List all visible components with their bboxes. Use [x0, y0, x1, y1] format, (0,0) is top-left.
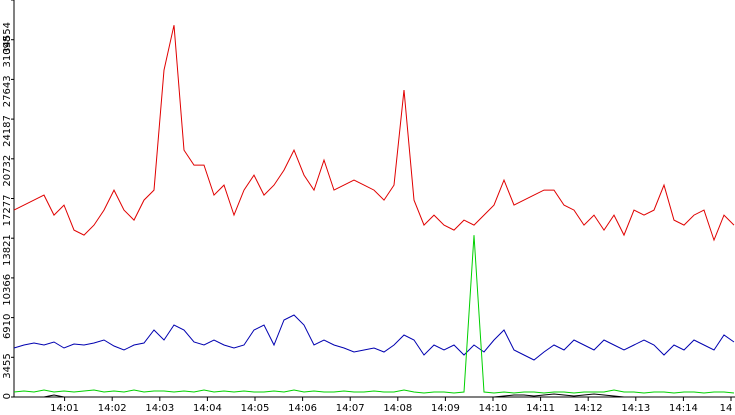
- x-tick-label: 14:08: [383, 403, 412, 414]
- x-tick-label: 14:01: [50, 403, 79, 414]
- series-line: [13, 235, 735, 394]
- series-line: [13, 25, 735, 242]
- y-tick-label: 0: [2, 393, 13, 399]
- series-line: [14, 393, 734, 398]
- x-tick-label: 14:09: [431, 403, 460, 414]
- y-tick-label: 24187: [2, 115, 13, 147]
- y-tick-label: 34554: [2, 22, 13, 54]
- x-tick-label: 14:02: [98, 403, 127, 414]
- y-tick-label: 27643: [2, 75, 13, 107]
- x-tick-label: 14:12: [574, 403, 603, 414]
- x-tick-label: 14:03: [145, 403, 174, 414]
- x-tick-label: 14:14: [669, 403, 698, 414]
- x-tick-label: 14:10: [479, 403, 508, 414]
- x-tick-label: 14:13: [621, 403, 650, 414]
- y-tick-label: 13821: [2, 234, 13, 266]
- x-tick-label: 14:07: [336, 403, 365, 414]
- y-tick-label: 17277: [2, 195, 13, 227]
- x-tick-label: 14:11: [526, 403, 555, 414]
- x-tick-label: 14:04: [193, 403, 222, 414]
- y-tick-label: 31098: [2, 36, 13, 68]
- y-tick-label: 10366: [2, 274, 13, 306]
- y-tick-label: 3455: [2, 353, 13, 378]
- x-tick-label: 14:05: [241, 403, 270, 414]
- y-tick-label: 6910: [2, 314, 13, 339]
- y-tick-label: 20732: [2, 155, 13, 187]
- x-tick-label: 14: [720, 403, 733, 414]
- x-tick-label: 14:06: [288, 403, 317, 414]
- series-line: [13, 314, 735, 361]
